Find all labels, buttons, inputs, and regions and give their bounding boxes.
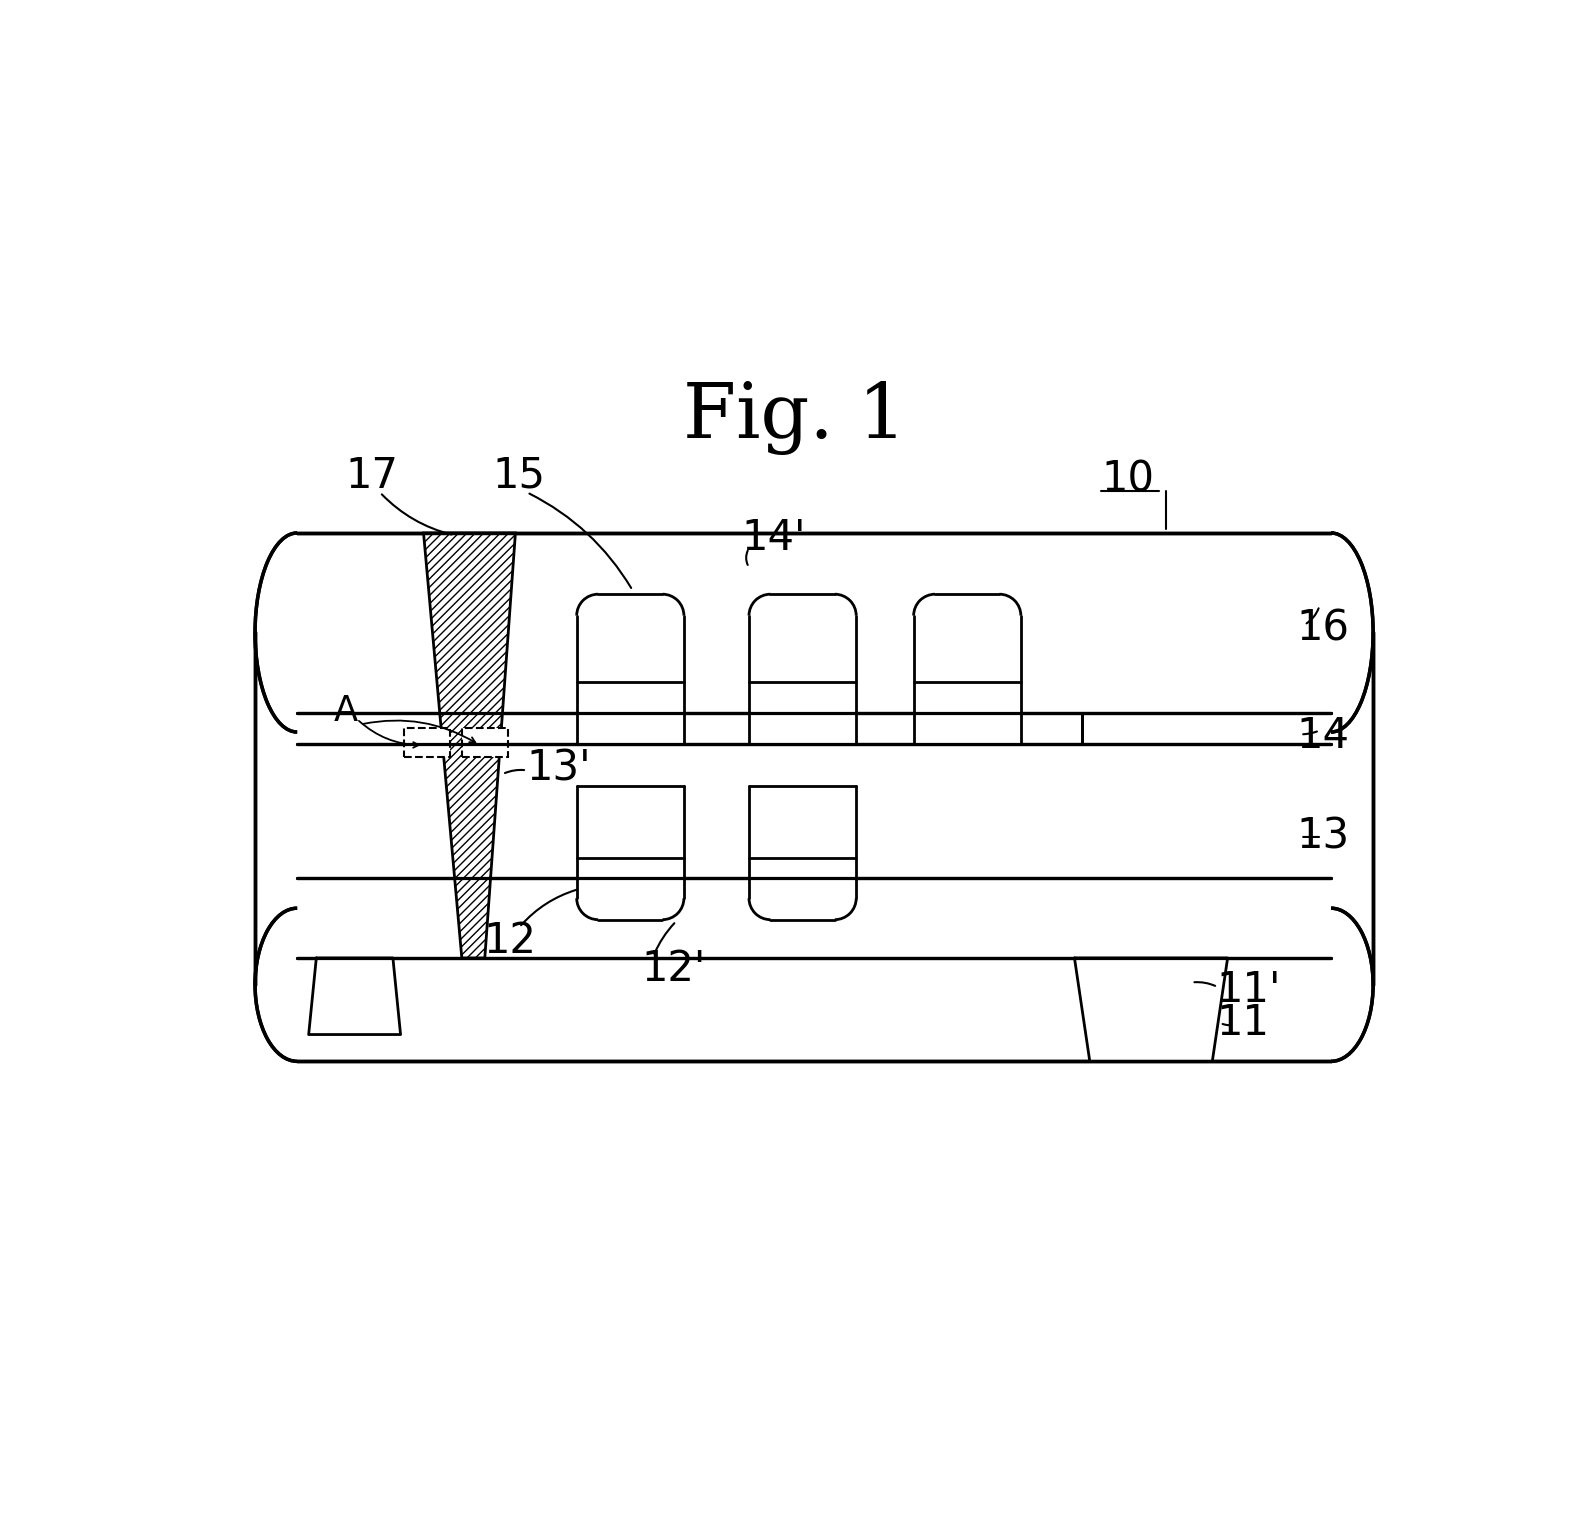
Polygon shape (749, 595, 857, 744)
Text: 16: 16 (1296, 607, 1350, 650)
Text: 15: 15 (493, 454, 545, 497)
Polygon shape (577, 785, 685, 920)
Text: 11: 11 (1216, 1003, 1270, 1044)
Polygon shape (914, 595, 1021, 744)
Text: 13': 13' (526, 747, 591, 789)
Polygon shape (577, 595, 685, 744)
Bar (405, 728, 451, 757)
Text: 11': 11' (1216, 969, 1281, 1012)
Text: 14: 14 (1296, 714, 1350, 757)
Polygon shape (1075, 958, 1227, 1061)
Text: 12: 12 (484, 920, 536, 963)
Text: 17: 17 (346, 454, 398, 497)
Text: 10: 10 (1102, 458, 1154, 500)
Text: 14': 14' (741, 517, 806, 560)
Polygon shape (749, 785, 857, 920)
Polygon shape (424, 533, 515, 958)
Text: Fig. 1: Fig. 1 (683, 382, 906, 455)
Polygon shape (424, 533, 515, 958)
Polygon shape (1081, 713, 1331, 744)
Text: 12': 12' (642, 949, 707, 990)
Text: 13: 13 (1296, 816, 1350, 858)
Text: A: A (334, 694, 357, 728)
Polygon shape (255, 533, 1374, 1061)
Bar (462, 728, 508, 757)
Polygon shape (308, 958, 400, 1035)
